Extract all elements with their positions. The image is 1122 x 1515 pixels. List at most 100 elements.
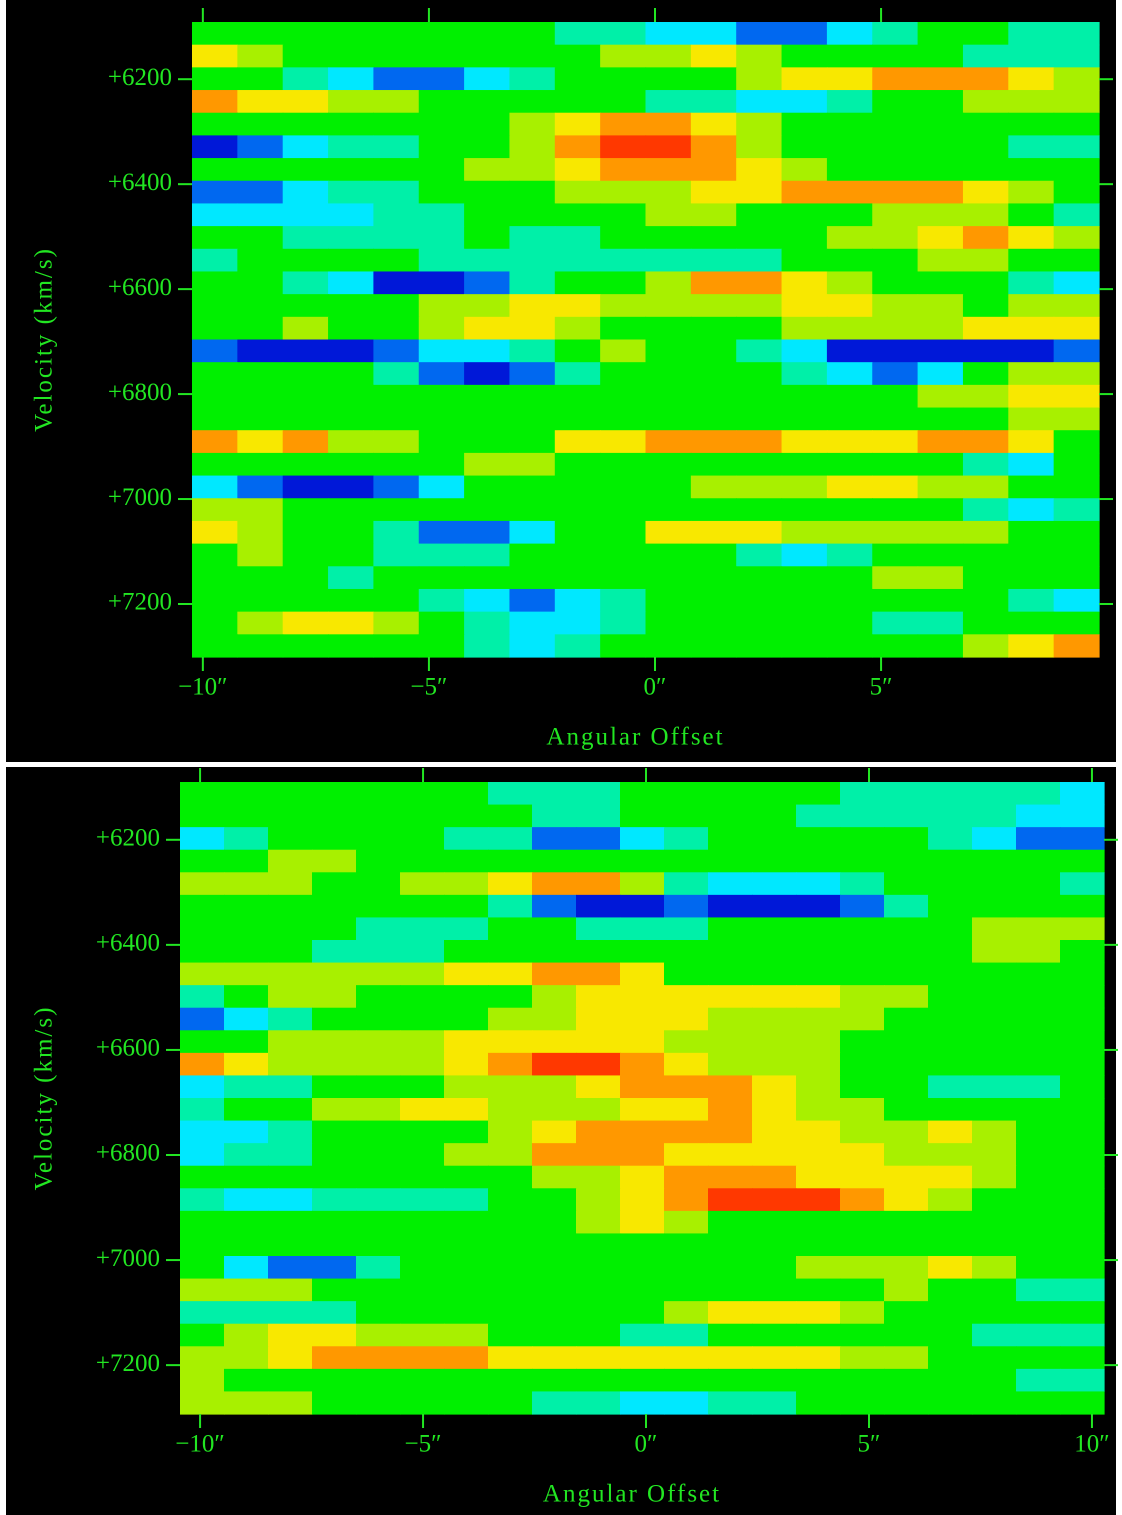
heatmap-cell bbox=[645, 158, 692, 182]
heatmap-cell bbox=[180, 1143, 225, 1167]
heatmap-cell bbox=[620, 1368, 665, 1393]
heatmap-cell bbox=[488, 1165, 533, 1189]
heatmap-cell bbox=[1060, 1052, 1105, 1077]
heatmap-cell bbox=[356, 1007, 401, 1031]
heatmap-cell bbox=[192, 543, 238, 567]
heatmap-cell bbox=[328, 226, 374, 250]
heatmap-cell bbox=[444, 985, 489, 1009]
heatmap-cell bbox=[1060, 917, 1105, 941]
heatmap-cell bbox=[532, 1210, 577, 1235]
heatmap-cell bbox=[237, 339, 284, 363]
heatmap-cell bbox=[664, 782, 709, 806]
heatmap-cell bbox=[464, 226, 511, 250]
heatmap-cell bbox=[917, 543, 964, 567]
heatmap-cell bbox=[576, 1323, 621, 1347]
heatmap-cell bbox=[509, 294, 556, 318]
heatmap-cell bbox=[532, 1301, 577, 1325]
heatmap-cell bbox=[356, 1188, 401, 1212]
heatmap-cell bbox=[576, 782, 621, 806]
heatmap-cell bbox=[373, 180, 420, 205]
heatmap-cell bbox=[464, 67, 511, 91]
heatmap-cell bbox=[781, 44, 828, 68]
heatmap-cell bbox=[464, 135, 511, 159]
heatmap-cell bbox=[554, 475, 601, 499]
heatmap-cell bbox=[532, 962, 577, 986]
heatmap-cell bbox=[224, 1098, 269, 1122]
heatmap-cell bbox=[620, 1165, 665, 1189]
heatmap-cell bbox=[1008, 430, 1055, 454]
heatmap-cell bbox=[268, 894, 313, 919]
heatmap-cell bbox=[1016, 940, 1061, 964]
heatmap-cell bbox=[840, 1256, 885, 1280]
heatmap-cell bbox=[796, 917, 841, 941]
heatmap-cell bbox=[972, 1052, 1017, 1077]
heatmap-cell bbox=[826, 520, 873, 545]
heatmap-cell bbox=[1016, 804, 1061, 828]
heatmap-cell bbox=[664, 1368, 709, 1393]
heatmap-cell bbox=[690, 611, 737, 635]
heatmap-cell bbox=[690, 566, 737, 590]
heatmap-cell bbox=[1053, 588, 1100, 613]
heatmap-cell bbox=[237, 203, 284, 227]
heatmap-cell bbox=[781, 226, 828, 250]
heatmap-cell bbox=[356, 962, 401, 986]
heatmap-cell bbox=[690, 44, 737, 68]
heatmap-cell bbox=[328, 339, 374, 363]
heatmap-cell bbox=[1060, 1233, 1105, 1257]
heatmap-cell bbox=[1053, 543, 1100, 567]
heatmap-cell bbox=[962, 22, 1009, 46]
heatmap-cell bbox=[237, 543, 284, 567]
heatmap-cell bbox=[1016, 1323, 1061, 1347]
heatmap-cell bbox=[400, 1052, 445, 1077]
heatmap-cell bbox=[1053, 634, 1100, 658]
heatmap-cell bbox=[1060, 1120, 1105, 1144]
heatmap-cell bbox=[576, 1052, 621, 1077]
heatmap-cell bbox=[645, 112, 692, 136]
heatmap-cell bbox=[840, 1120, 885, 1144]
heatmap-cell bbox=[180, 1368, 225, 1393]
heatmap-cell bbox=[373, 67, 420, 91]
heatmap-cell bbox=[418, 44, 465, 68]
heatmap-cell bbox=[781, 566, 828, 590]
heatmap-cell bbox=[192, 226, 238, 250]
heatmap-cell bbox=[464, 112, 511, 136]
heatmap-cell bbox=[373, 271, 420, 295]
heatmap-cell bbox=[1060, 1256, 1105, 1280]
heatmap-cell bbox=[192, 248, 238, 273]
heatmap-cell bbox=[928, 1143, 973, 1167]
heatmap-cell bbox=[884, 1075, 929, 1099]
y-tick-label: +6800 bbox=[96, 1140, 160, 1167]
heatmap-cell bbox=[488, 894, 533, 919]
heatmap-cell bbox=[872, 158, 919, 182]
heatmap-cell bbox=[664, 1075, 709, 1099]
heatmap-cell bbox=[781, 180, 828, 205]
heatmap-cell bbox=[224, 1030, 269, 1054]
heatmap-cell bbox=[796, 985, 841, 1009]
heatmap-cell bbox=[600, 158, 647, 182]
heatmap-cell bbox=[884, 1188, 929, 1212]
heatmap-cell bbox=[884, 1323, 929, 1347]
heatmap-cell bbox=[917, 135, 964, 159]
heatmap-cell bbox=[532, 985, 577, 1009]
heatmap-cell bbox=[328, 112, 374, 136]
heatmap-cell bbox=[840, 1098, 885, 1122]
heatmap-cell bbox=[708, 804, 753, 828]
heatmap-cell bbox=[237, 90, 284, 114]
heatmap-cell bbox=[781, 135, 828, 159]
heatmap-cell bbox=[826, 543, 873, 567]
heatmap-cell bbox=[418, 180, 465, 205]
heatmap-cell bbox=[917, 22, 964, 46]
heatmap-cell bbox=[554, 384, 601, 409]
heatmap-cell bbox=[781, 112, 828, 136]
x-tick-label: 10″ bbox=[1074, 1431, 1109, 1458]
heatmap-cell bbox=[400, 1188, 445, 1212]
heatmap-cell bbox=[312, 1030, 357, 1054]
heatmap-cell bbox=[554, 339, 601, 363]
heatmap-cell bbox=[180, 1188, 225, 1212]
heatmap-cell bbox=[736, 362, 783, 386]
heatmap-cell bbox=[708, 962, 753, 986]
heatmap-cell bbox=[400, 1120, 445, 1144]
heatmap-cell bbox=[884, 985, 929, 1009]
heatmap-cell bbox=[796, 804, 841, 828]
heatmap-cell bbox=[180, 782, 225, 806]
